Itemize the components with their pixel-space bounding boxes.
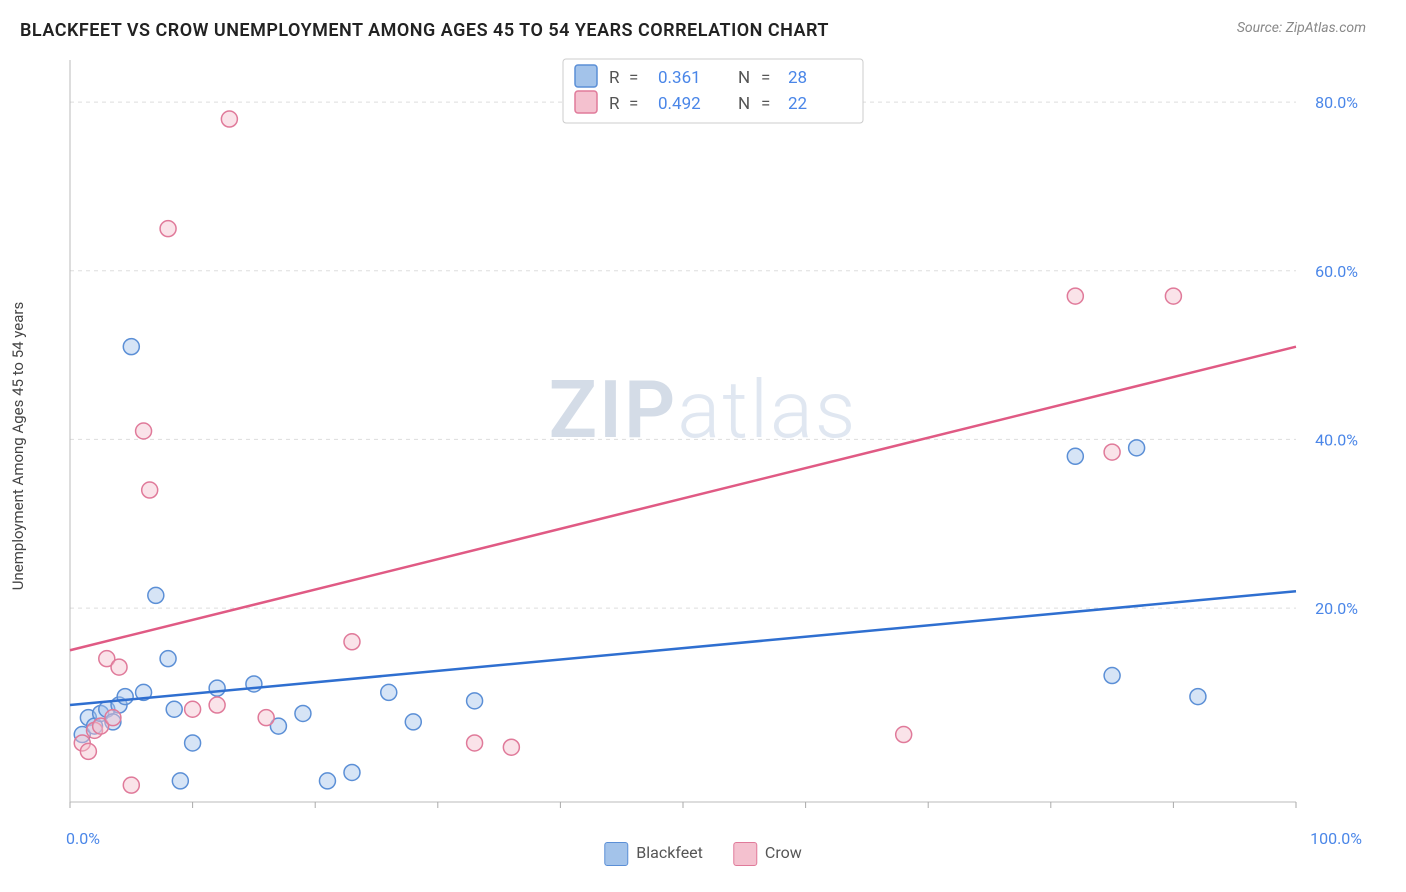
y-axis-label: Unemployment Among Ages 45 to 54 years bbox=[9, 302, 27, 590]
header-row: BLACKFEET VS CROW UNEMPLOYMENT AMONG AGE… bbox=[20, 20, 1366, 41]
svg-text:20.0%: 20.0% bbox=[1315, 599, 1358, 618]
svg-text:=: = bbox=[629, 68, 638, 88]
chart-title: BLACKFEET VS CROW UNEMPLOYMENT AMONG AGE… bbox=[20, 20, 829, 41]
x-axis-max-label: 100.0% bbox=[1310, 829, 1362, 848]
svg-text:R: R bbox=[609, 68, 620, 88]
svg-text:R: R bbox=[609, 94, 620, 114]
svg-text:N: N bbox=[738, 94, 750, 114]
legend: Blackfeet Crow bbox=[604, 842, 801, 866]
svg-text:=: = bbox=[761, 94, 770, 114]
x-axis-min-label: 0.0% bbox=[66, 829, 100, 848]
svg-text:80.0%: 80.0% bbox=[1315, 93, 1358, 112]
legend-item-blackfeet: Blackfeet bbox=[604, 842, 703, 866]
svg-text:60.0%: 60.0% bbox=[1315, 262, 1358, 281]
legend-swatch-blackfeet bbox=[604, 842, 628, 866]
legend-swatch-crow bbox=[733, 842, 757, 866]
svg-text:0.492: 0.492 bbox=[658, 94, 701, 114]
svg-text:=: = bbox=[629, 94, 638, 114]
svg-text:28: 28 bbox=[788, 68, 807, 88]
source-label: Source: ZipAtlas.com bbox=[1237, 20, 1366, 36]
chart-container: BLACKFEET VS CROW UNEMPLOYMENT AMONG AGE… bbox=[0, 0, 1406, 892]
svg-text:N: N bbox=[738, 68, 750, 88]
legend-label-crow: Crow bbox=[765, 843, 802, 862]
scatter-svg: 20.0% 40.0% 60.0% 80.0% R = 0.361 N = 28 R = 0.492 N =… bbox=[60, 55, 1366, 822]
svg-text:22: 22 bbox=[788, 94, 807, 114]
plot-area: 20.0% 40.0% 60.0% 80.0% R = 0.361 N = 28 R = 0.492 N =… bbox=[60, 55, 1366, 822]
svg-text:40.0%: 40.0% bbox=[1315, 430, 1358, 449]
legend-item-crow: Crow bbox=[733, 842, 802, 866]
svg-text:0.361: 0.361 bbox=[658, 68, 701, 88]
svg-text:=: = bbox=[761, 68, 770, 88]
legend-label-blackfeet: Blackfeet bbox=[636, 843, 703, 862]
